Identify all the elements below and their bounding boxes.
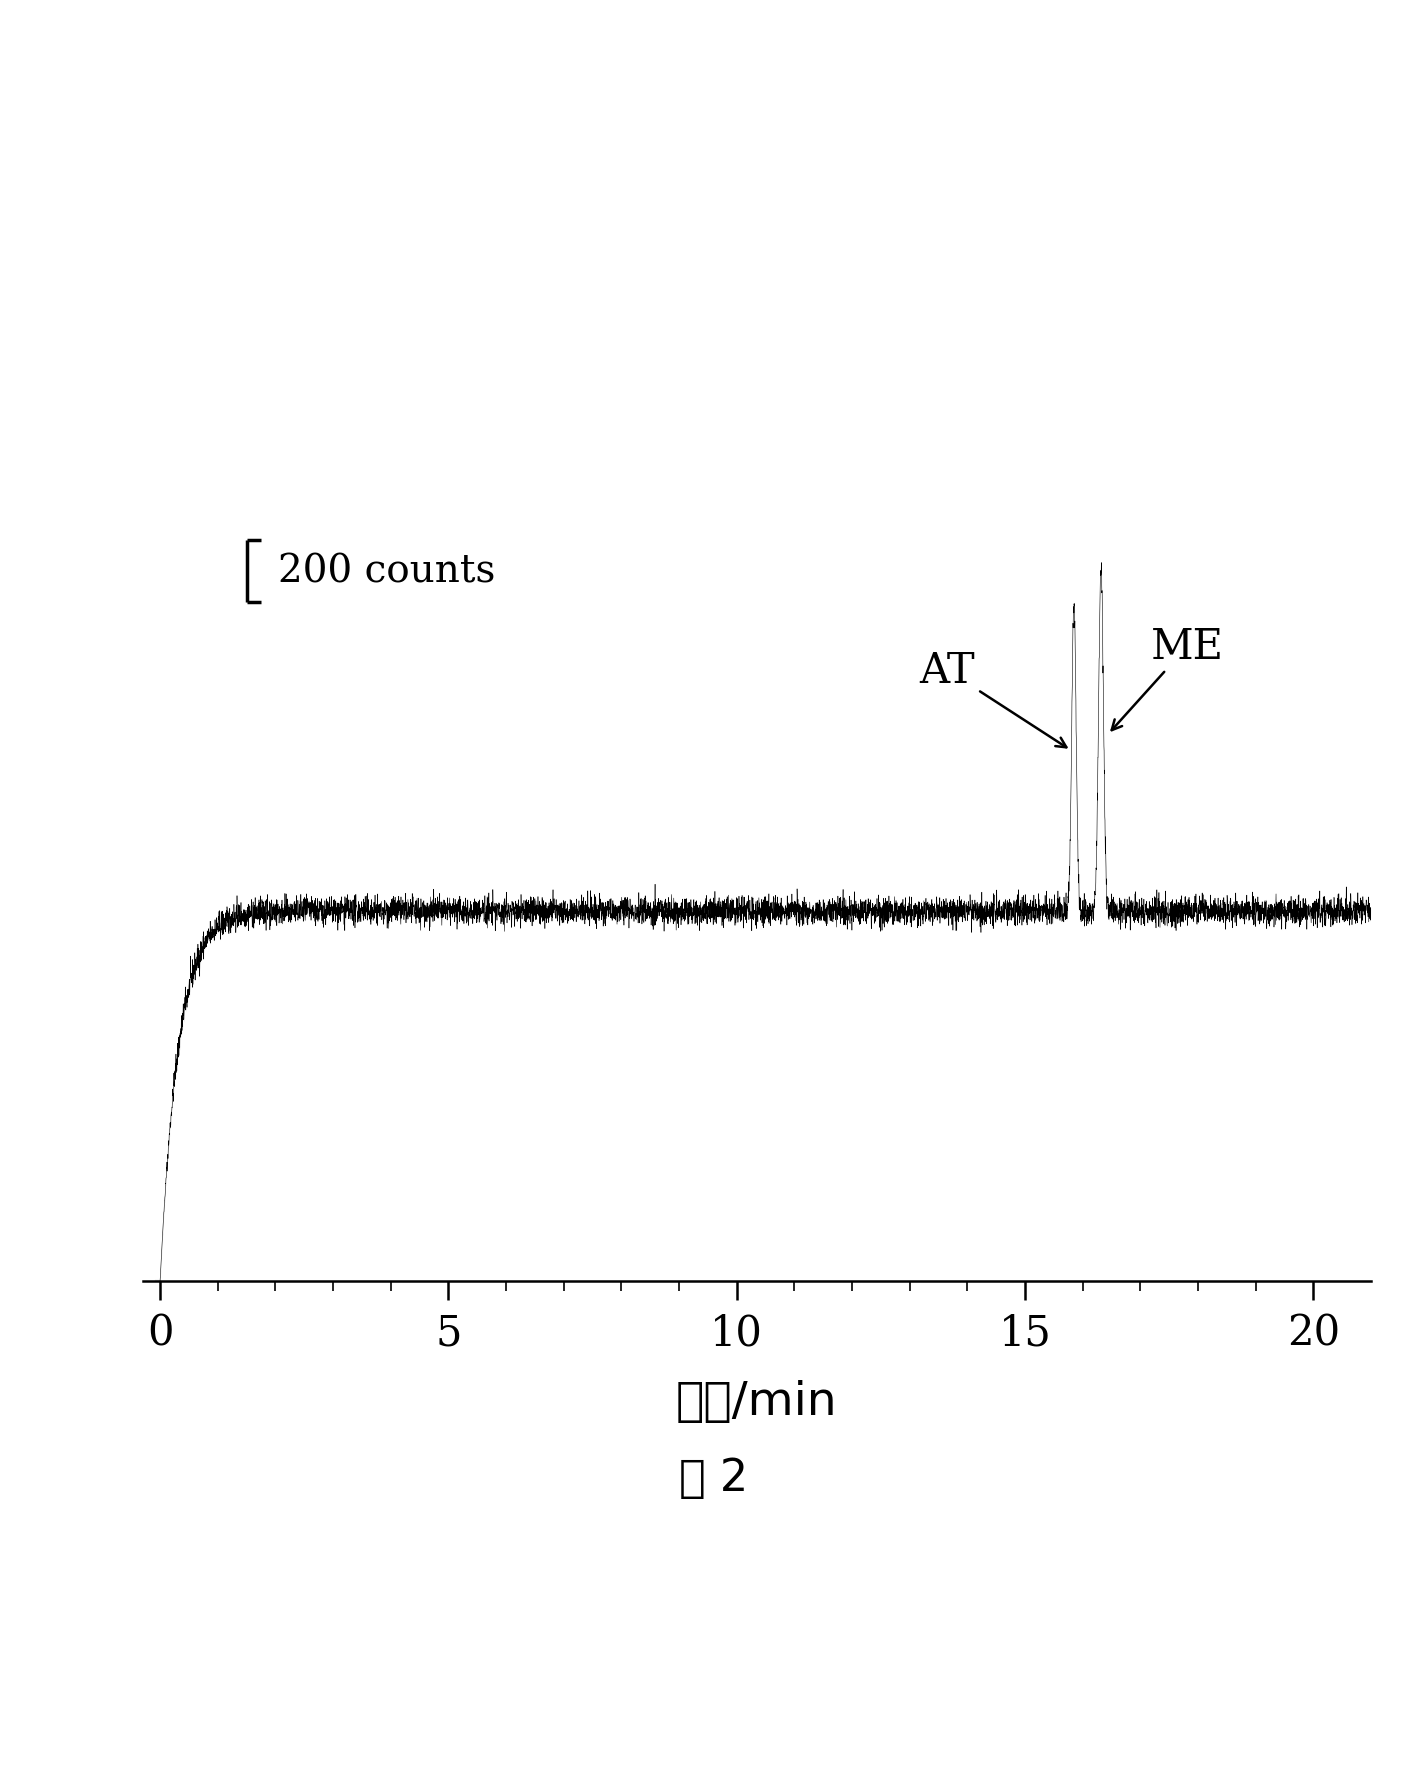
Text: 图 2: 图 2 [680,1456,748,1499]
X-axis label: 时间/min: 时间/min [675,1380,838,1424]
Text: ME: ME [1112,625,1224,732]
Text: 200 counts: 200 counts [278,554,496,591]
Text: AT: AT [920,650,1067,748]
